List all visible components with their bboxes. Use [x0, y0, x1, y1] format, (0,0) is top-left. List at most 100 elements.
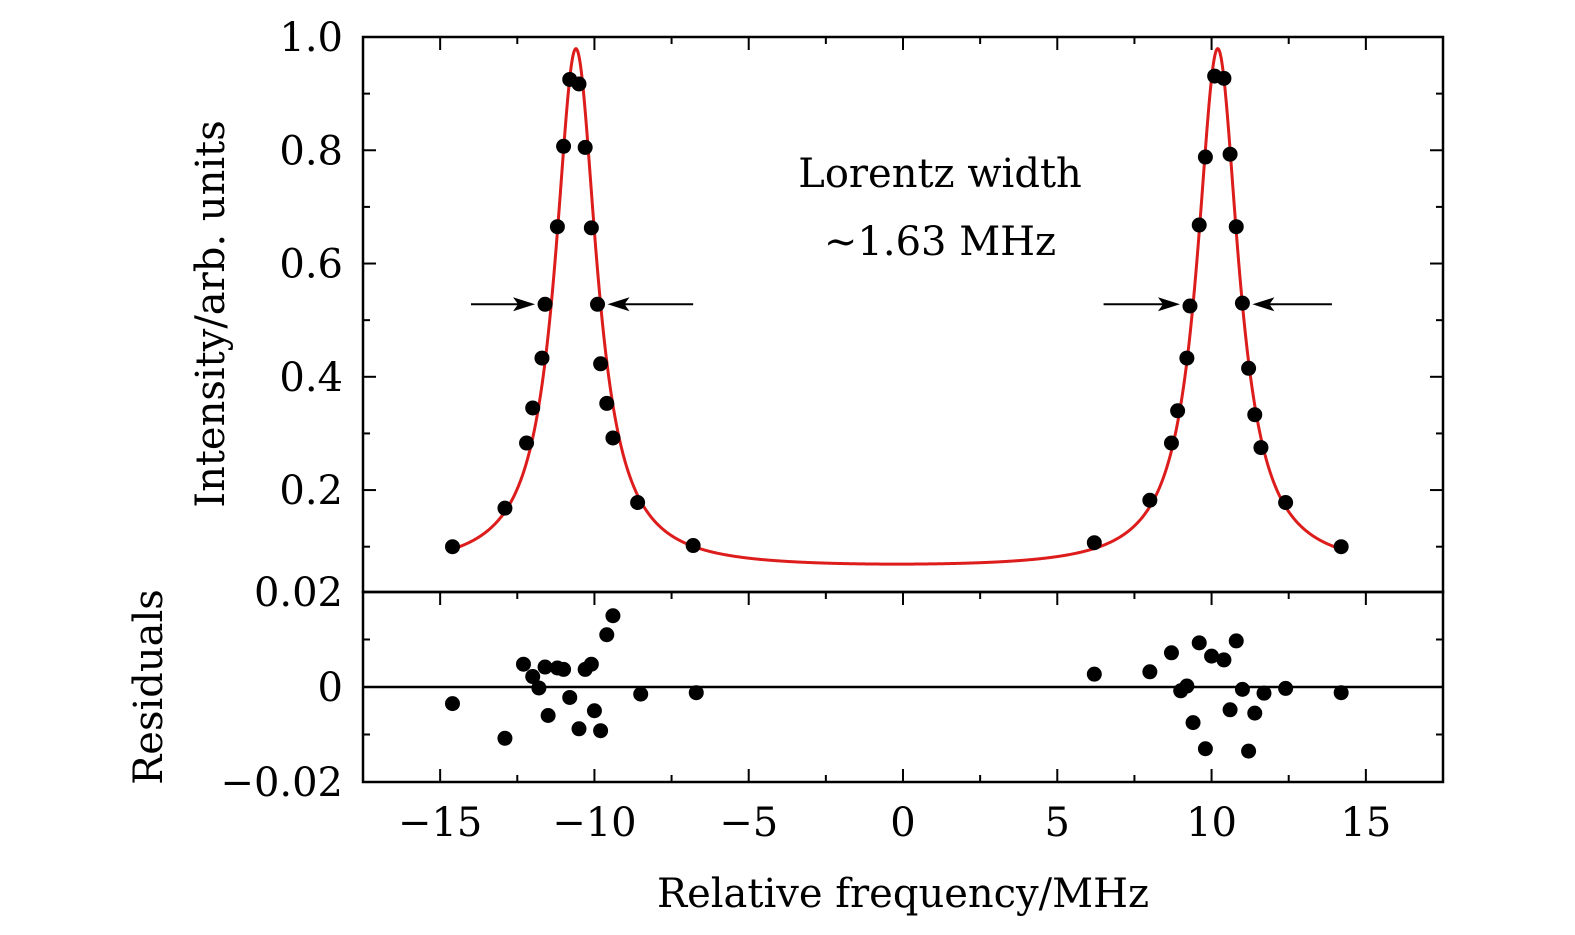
residual-point [599, 627, 615, 643]
residual-point [1228, 633, 1244, 649]
width-arrow-right [607, 297, 694, 312]
residual-point [1216, 652, 1232, 668]
y-tick-label: 0.8 [279, 128, 343, 174]
arrow-head [513, 297, 536, 312]
residual-point [1142, 664, 1158, 680]
top-y-axis-title: Intensity/arb. units [188, 120, 234, 507]
residual-point [497, 730, 513, 746]
y-tick-label: 0.02 [254, 570, 343, 616]
data-point [519, 435, 535, 451]
data-point [497, 500, 513, 516]
x-tick-labels: −15 −10 −5 0 5 10 15 [398, 800, 1391, 846]
data-point [525, 400, 541, 416]
y-tick-label: −0.02 [220, 760, 343, 806]
bottom-axis-ticks [362, 591, 1444, 783]
residual-point [583, 656, 599, 672]
arrow-head [607, 297, 630, 312]
residual-point [1234, 681, 1250, 697]
residual-point [1163, 645, 1179, 661]
residual-point [571, 721, 587, 737]
y-tick-label: 0.2 [279, 468, 343, 514]
residual-point [1222, 702, 1238, 718]
arrow-head [1252, 297, 1275, 312]
x-tick-label: 0 [890, 800, 915, 846]
x-axis-title: Relative frequency/MHz [657, 871, 1149, 917]
data-point [444, 539, 460, 555]
top-plot-frame [361, 35, 1445, 594]
residual-point [688, 685, 704, 701]
data-point [571, 76, 587, 92]
data-point [1170, 403, 1186, 419]
data-point [1333, 539, 1349, 555]
width-arrow-left [1103, 297, 1180, 312]
data-point [1234, 295, 1250, 311]
annotation-lorentz-width: Lorentz width [798, 151, 1082, 197]
bottom-panel: −0.02 0 0.02 −15 −10 −5 0 5 10 15 Residuals Rela… [126, 570, 1445, 917]
data-point [1163, 435, 1179, 451]
residual-point [525, 669, 541, 685]
residual-point [562, 689, 578, 705]
x-tick-label: −15 [398, 800, 482, 846]
top-axis-ticks [362, 36, 1444, 548]
width-arrow-left [471, 297, 536, 312]
residual-point [1185, 715, 1201, 731]
residual-point [1179, 678, 1195, 694]
residual-point [605, 608, 621, 624]
y-tick-label: 0 [318, 665, 343, 711]
x-tick-label: −5 [719, 800, 778, 846]
top-y-tick-labels: 0.2 0.4 0.6 0.8 1.0 [279, 15, 343, 514]
data-point [1216, 70, 1232, 86]
data-point [605, 430, 621, 446]
data-point [685, 538, 701, 554]
data-point [1247, 407, 1263, 423]
width-arrows [471, 297, 1332, 312]
data-point [534, 350, 550, 366]
data-point [549, 219, 565, 235]
data-point [1228, 219, 1244, 235]
data-point [1086, 535, 1102, 551]
data-point [1253, 440, 1269, 456]
data-point [1179, 350, 1195, 366]
data-point [556, 138, 572, 154]
x-tick-label: 15 [1340, 800, 1391, 846]
data-point [1197, 149, 1213, 165]
y-tick-label: 0.6 [279, 242, 343, 288]
residual-point [633, 686, 649, 702]
data-point [590, 296, 606, 312]
residual-point [586, 703, 602, 719]
data-point [1142, 492, 1158, 508]
residual-point [593, 723, 609, 739]
residual-point [444, 696, 460, 712]
bottom-y-axis-title: Residuals [126, 589, 172, 785]
x-tick-label: −10 [552, 800, 636, 846]
data-point [593, 356, 609, 372]
data-point [537, 296, 553, 312]
arrow-head [1157, 297, 1180, 312]
x-tick-label: 10 [1186, 800, 1237, 846]
data-point [1222, 146, 1238, 162]
data-point [1241, 360, 1257, 376]
residual-point [1247, 705, 1263, 721]
residual-point [1197, 741, 1213, 757]
x-tick-label: 5 [1045, 800, 1070, 846]
data-point [599, 395, 615, 411]
top-data-points [444, 68, 1349, 555]
data-point [577, 139, 593, 155]
top-panel: 0.2 0.4 0.6 0.8 1.0 Intensity/arb. units Lor… [188, 15, 1445, 594]
data-point [1278, 495, 1294, 511]
data-point [630, 495, 646, 511]
residual-point [1333, 685, 1349, 701]
residual-point [515, 656, 531, 672]
residual-point [1241, 743, 1257, 759]
residual-point [1191, 635, 1207, 651]
y-tick-label: 0.4 [279, 355, 343, 401]
lorentz-fit-curve [452, 47, 1342, 566]
residual-points [444, 608, 1349, 759]
data-point [583, 220, 599, 236]
data-point [1191, 217, 1207, 233]
bottom-y-tick-labels: −0.02 0 0.02 [220, 570, 343, 806]
residual-point [1256, 685, 1272, 701]
annotation-width-value: ∼1.63 MHz [824, 219, 1056, 265]
residual-point [556, 661, 572, 677]
